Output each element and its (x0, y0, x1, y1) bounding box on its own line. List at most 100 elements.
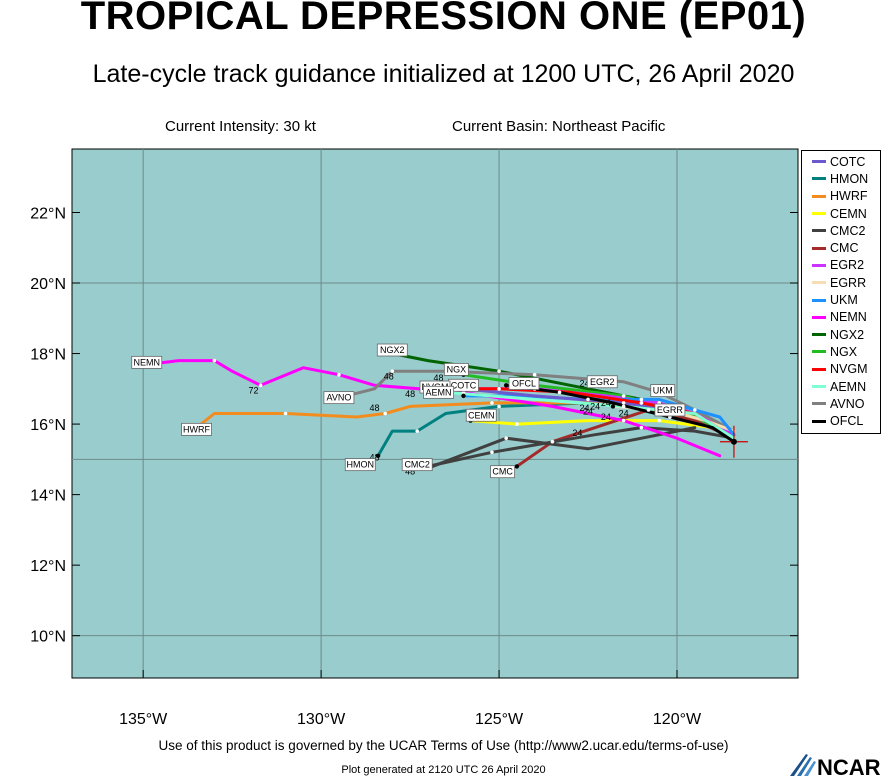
svg-text:NGX2: NGX2 (380, 345, 405, 355)
track-point (557, 390, 562, 395)
track-label-cemn: CEMN (465, 408, 497, 422)
track-label-ukm: UKM (650, 384, 676, 397)
legend-label: EGRR (830, 275, 867, 290)
track-end-point (514, 464, 520, 469)
track-labels: CEMN CMC CMC2 HMON HWRF NEMN NGX2 NGX AVNO EGR2 EG… (131, 343, 686, 479)
legend-label: NGX (830, 344, 858, 359)
track-point (390, 369, 395, 373)
track-point (692, 408, 697, 412)
hour-label: 48 (369, 453, 379, 463)
legend-swatch (812, 298, 826, 302)
hour-label: 24 (601, 412, 611, 422)
lon-label: 125°W (475, 711, 524, 728)
track-end-point (503, 383, 509, 388)
track-point (258, 383, 263, 388)
svg-text:NEMN: NEMN (133, 357, 160, 367)
svg-text:CEMN: CEMN (468, 410, 495, 420)
track-point (490, 401, 494, 405)
track-point (621, 401, 626, 405)
track-label-egr2: EGR2 (586, 375, 618, 389)
lat-label: 10°N (30, 629, 66, 646)
svg-text:EGR2: EGR2 (590, 377, 615, 387)
forecast-hour-labels: 72484848484848482424242424242424 (248, 371, 628, 476)
track-end-point (375, 453, 381, 459)
track-point (283, 411, 288, 416)
legend-swatch (812, 160, 826, 164)
legend-item-cemn: CEMN (802, 205, 880, 222)
lat-label: 18°N (30, 347, 66, 364)
legend: COTC HMON HWRF CEMN CMC2 CMC EGR2 EGRR UKM NEMN NG… (801, 150, 881, 434)
legend-item-ngx: NGX (802, 343, 880, 360)
svg-text:NGX: NGX (447, 364, 467, 374)
legend-label: AEMN (830, 379, 867, 394)
legend-item-cmc2: CMC2 (802, 222, 880, 239)
page-subtitle: Late-cycle track guidance initialized at… (92, 60, 795, 88)
track-point (415, 429, 420, 433)
legend-label: AVNO (830, 396, 865, 411)
track-point (497, 404, 501, 409)
track-label-aemn: AEMN (423, 385, 454, 399)
legend-item-nemn: NEMN (802, 309, 880, 326)
legend-item-nvgm: NVGM (802, 361, 880, 378)
legend-swatch (812, 333, 826, 337)
svg-text:CMC: CMC (492, 467, 513, 477)
page-title: TROPICAL DEPRESSION ONE (EP01) (80, 0, 807, 38)
legend-label: HWRF (830, 189, 868, 204)
track-label-ngx2: NGX2 (376, 343, 408, 357)
lon-label: 135°W (119, 711, 168, 728)
legend-swatch (812, 212, 826, 216)
track-point (657, 418, 662, 423)
lon-label: 130°W (297, 711, 346, 728)
track-point (383, 411, 387, 416)
legend-swatch (812, 350, 826, 354)
hour-label: 24 (583, 407, 593, 417)
track-end-point (461, 393, 466, 399)
legend-label: OFCL (830, 414, 864, 429)
hour-label: 48 (405, 467, 415, 477)
lat-label: 12°N (30, 558, 66, 575)
svg-text:AEMN: AEMN (426, 387, 452, 397)
axis-labels: 22°N 20°N 18°N 16°N 14°N 12°N 10°N 135°W 130°W 12… (30, 205, 702, 728)
legend-label: CEMN (830, 206, 867, 221)
track-point (497, 369, 501, 373)
legend-item-cmc: CMC (802, 239, 880, 256)
track-point (621, 404, 626, 409)
storm-center-marker (719, 425, 748, 458)
legend-swatch (812, 177, 826, 181)
track-cmc2 (426, 426, 736, 468)
track-point (515, 422, 519, 426)
lon-label: 120°W (653, 711, 702, 728)
track-point (532, 372, 537, 377)
track-point (497, 387, 501, 391)
legend-label: NGX2 (830, 327, 865, 342)
legend-item-avno: AVNO (802, 395, 880, 412)
track-end-point (610, 404, 616, 409)
svg-text:OFCL: OFCL (512, 379, 536, 389)
lat-label: 16°N (30, 417, 66, 434)
legend-swatch (812, 315, 826, 319)
track-point (212, 358, 217, 363)
legend-swatch (812, 229, 826, 233)
track-point (621, 394, 626, 398)
legend-label: COTC (830, 154, 866, 169)
legend-swatch (812, 246, 826, 250)
track-label-ngx: NGX (443, 363, 469, 376)
hour-label: 48 (405, 389, 415, 399)
track-point (504, 436, 508, 440)
legend-label: EGR2 (830, 258, 865, 273)
ncar-logo-rays-icon (790, 754, 816, 776)
hour-label: 48 (384, 371, 394, 381)
legend-label: NEMN (830, 310, 867, 325)
hour-label: 24 (619, 409, 629, 419)
track-point (586, 397, 590, 402)
legend-item-ngx2: NGX2 (802, 326, 880, 343)
hour-label: 72 (248, 386, 258, 396)
svg-text:CMC2: CMC2 (404, 460, 430, 470)
track-ofcl (504, 383, 736, 444)
legend-swatch (812, 419, 826, 423)
legend-item-aemn: AEMN (802, 378, 880, 395)
legend-label: CMC (830, 241, 859, 256)
legend-label: UKM (830, 293, 858, 308)
track-point (337, 372, 341, 377)
current-basin: Current Basin: Northeast Pacific (452, 118, 666, 135)
